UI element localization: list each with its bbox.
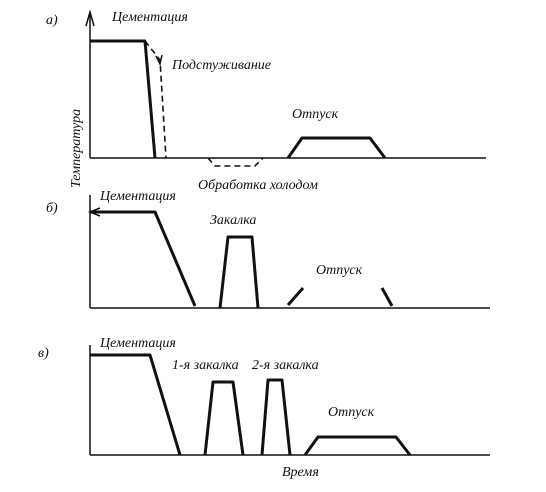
process-line (90, 353, 182, 456)
temper-line (286, 287, 305, 306)
panel-label: а) (46, 13, 58, 28)
cold-line (207, 157, 264, 167)
axis-arrow (85, 9, 95, 27)
label: 1-я закалка (172, 358, 239, 373)
temper-line (303, 435, 412, 456)
panel-c: в) Цементация 1-я закалка 2-я закалка От… (38, 336, 490, 480)
process-line (90, 39, 157, 159)
arrow (87, 207, 101, 217)
quench-line (218, 235, 260, 309)
label: Цементация (99, 336, 176, 351)
x-axis-label: Время (282, 465, 319, 480)
label: Отпуск (292, 107, 339, 122)
temper-line (286, 136, 387, 159)
label: Закалка (210, 213, 256, 228)
y-axis-label: Температура (69, 109, 84, 188)
quench-line (203, 380, 245, 456)
label: Отпуск (316, 263, 363, 278)
quench-line (260, 378, 292, 456)
label: Цементация (99, 189, 176, 204)
panel-label: б) (46, 201, 58, 216)
cooling-line (144, 40, 167, 159)
label: Подстуживание (171, 58, 271, 73)
label: Отпуск (328, 405, 375, 420)
temper-line (380, 287, 394, 307)
panel-b: б) Цементация Закалка Отпуск (46, 189, 490, 309)
arrow (155, 54, 163, 67)
label: 2-я закалка (252, 358, 319, 373)
label: Обработка холодом (198, 178, 318, 193)
panel-a: а) Цементация Подстуживание Отпуск Обраб… (46, 9, 486, 193)
process-line (90, 210, 197, 307)
panel-label: в) (38, 346, 49, 361)
label: Цементация (111, 10, 188, 25)
